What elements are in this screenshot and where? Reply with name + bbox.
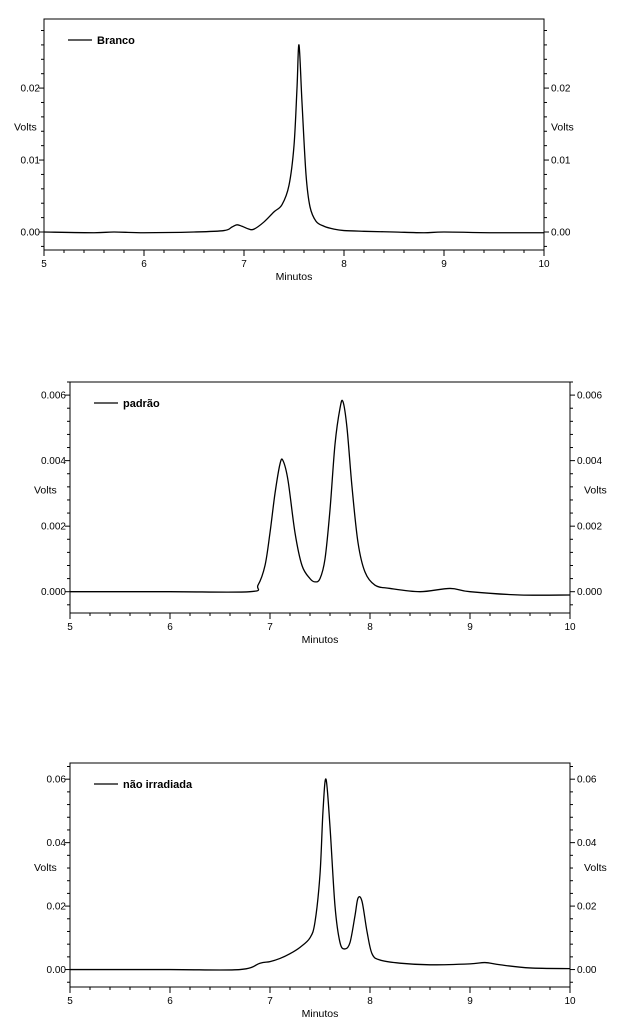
y-axis-title-left: Volts bbox=[34, 862, 57, 874]
plot-frame bbox=[43, 18, 545, 251]
y-tick-label-left: 0.004 bbox=[41, 456, 66, 467]
y-tick-label-right: 0.06 bbox=[577, 775, 597, 786]
y-tick-label-left: 0.02 bbox=[21, 84, 41, 95]
series-line-1 bbox=[70, 399, 571, 596]
y-tick-label-right: 0.002 bbox=[577, 522, 602, 533]
x-tick-label: 7 bbox=[267, 622, 273, 633]
y-tick-label-right: 0.01 bbox=[551, 156, 571, 167]
chart-3: 5 6 7 8 9 10 0.00 0.00 0.02 0.02 0.04 0.04 0.06 0.06 V… bbox=[34, 762, 607, 1020]
x-axis-title: Minutos bbox=[302, 1008, 339, 1020]
y-tick-label-left: 0.00 bbox=[47, 965, 67, 976]
x-axis-title: Minutos bbox=[302, 634, 339, 646]
chart-2: 5 6 7 8 9 10 0.000 0.000 0.002 0.002 0.004 0.004 0.0… bbox=[34, 381, 607, 646]
y-tick-label-left: 0.000 bbox=[41, 587, 66, 598]
y-tick-label-left: 0.06 bbox=[47, 775, 67, 786]
x-axis-title: Minutos bbox=[276, 271, 313, 283]
x-tick-label: 9 bbox=[467, 622, 473, 633]
y-axis-title-right: Volts bbox=[584, 485, 607, 497]
y-tick-label-left: 0.002 bbox=[41, 522, 66, 533]
y-tick-label-left: 0.00 bbox=[21, 228, 41, 239]
x-tick-label: 5 bbox=[67, 996, 73, 1007]
y-tick-label-left: 0.006 bbox=[41, 391, 66, 402]
y-tick-label-left: 0.01 bbox=[21, 156, 41, 167]
x-tick-label: 9 bbox=[467, 996, 473, 1007]
x-tick-label: 6 bbox=[167, 996, 173, 1007]
series-line-1 bbox=[43, 44, 545, 234]
y-tick-label-left: 0.04 bbox=[47, 838, 67, 849]
y-axis-title-right: Volts bbox=[584, 862, 607, 874]
y-tick-label-right: 0.006 bbox=[577, 391, 602, 402]
y-tick-label-right: 0.04 bbox=[577, 838, 597, 849]
plot-frame bbox=[69, 381, 571, 614]
y-tick-label-right: 0.02 bbox=[577, 902, 597, 913]
y-tick-label-right: 0.000 bbox=[577, 587, 602, 598]
y-axis-title-left: Volts bbox=[34, 485, 57, 497]
y-axis-title-left: Volts bbox=[14, 122, 37, 134]
plot-frame bbox=[69, 762, 571, 988]
legend-label: Branco bbox=[97, 35, 135, 47]
x-tick-label: 7 bbox=[241, 259, 247, 270]
x-tick-label: 5 bbox=[67, 622, 73, 633]
y-axis-title-right: Volts bbox=[551, 122, 574, 134]
x-tick-label: 9 bbox=[441, 259, 447, 270]
x-tick-label: 10 bbox=[564, 996, 576, 1007]
y-tick-label-right: 0.00 bbox=[577, 965, 597, 976]
legend-label: não irradiada bbox=[123, 779, 193, 791]
x-tick-label: 8 bbox=[367, 622, 373, 633]
series-line-1 bbox=[70, 778, 571, 971]
y-tick-label-left: 0.02 bbox=[47, 902, 67, 913]
y-tick-label-right: 0.004 bbox=[577, 456, 602, 467]
x-tick-label: 5 bbox=[41, 259, 47, 270]
x-tick-label: 8 bbox=[367, 996, 373, 1007]
x-tick-label: 6 bbox=[141, 259, 147, 270]
x-tick-label: 6 bbox=[167, 622, 173, 633]
x-tick-label: 10 bbox=[538, 259, 550, 270]
y-tick-label-right: 0.00 bbox=[551, 228, 571, 239]
x-tick-label: 8 bbox=[341, 259, 347, 270]
chart-1: 5 6 7 8 9 10 0.00 0.00 0.01 0.01 0.02 0.02 Volts Volt… bbox=[14, 18, 574, 283]
x-tick-label: 7 bbox=[267, 996, 273, 1007]
x-tick-label: 10 bbox=[564, 622, 576, 633]
legend-label: padrão bbox=[123, 398, 160, 410]
y-tick-label-right: 0.02 bbox=[551, 84, 571, 95]
